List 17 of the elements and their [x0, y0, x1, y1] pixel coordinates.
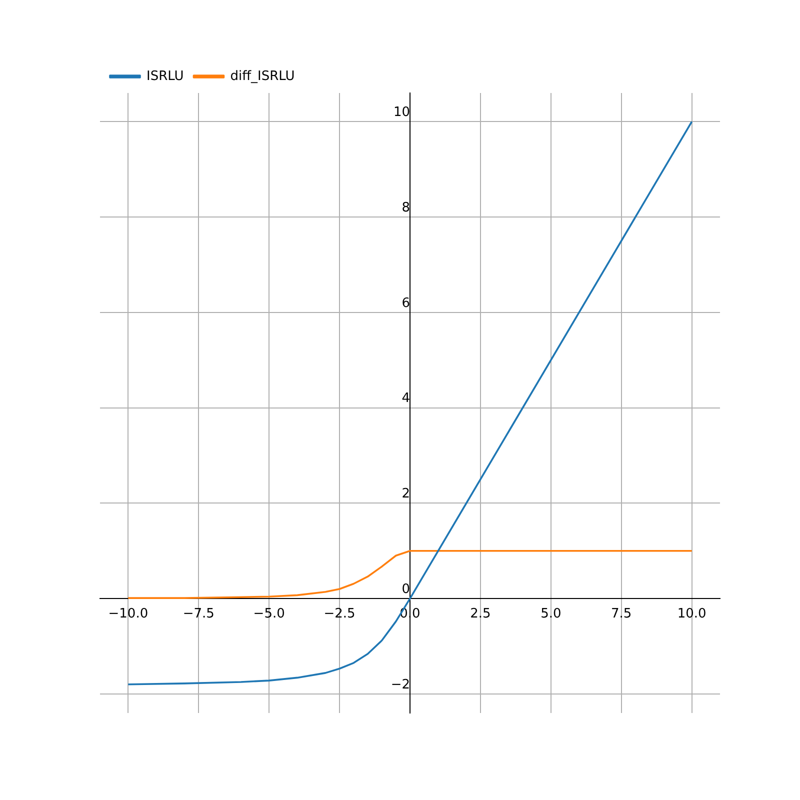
x-tick-label: −2.5	[324, 606, 356, 622]
x-tick-label: 10.0	[677, 606, 706, 622]
x-tick-label: 5.0	[540, 606, 562, 622]
y-tick-label: 4	[402, 391, 410, 406]
y-tick-label: 2	[402, 486, 410, 502]
legend-label: diff_ISRLU	[230, 68, 295, 84]
x-tick-label: 7.5	[611, 606, 632, 622]
y-tick-label: 10	[393, 104, 410, 120]
y-tick-label: −2	[390, 677, 410, 692]
x-tick-label: −10.0	[108, 606, 148, 622]
y-tick-label: 0	[402, 582, 410, 597]
x-tick-label: −5.0	[253, 606, 285, 622]
y-tick-label: 6	[402, 296, 410, 311]
y-tick-label: 8	[402, 200, 410, 216]
x-tick-label: −7.5	[182, 606, 214, 622]
x-tick-label: 2.5	[470, 606, 491, 622]
legend-label: ISRLU	[146, 68, 184, 84]
